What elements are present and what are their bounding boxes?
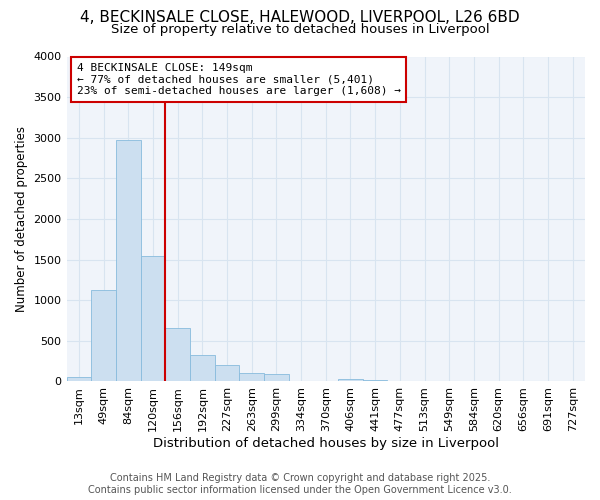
Bar: [67, 377, 91, 382]
Text: 4, BECKINSALE CLOSE, HALEWOOD, LIVERPOOL, L26 6BD: 4, BECKINSALE CLOSE, HALEWOOD, LIVERPOOL…: [80, 10, 520, 25]
Bar: [363, 380, 388, 382]
Bar: [165, 328, 190, 382]
Y-axis label: Number of detached properties: Number of detached properties: [15, 126, 28, 312]
Bar: [264, 374, 289, 382]
Text: 4 BECKINSALE CLOSE: 149sqm
← 77% of detached houses are smaller (5,401)
23% of s: 4 BECKINSALE CLOSE: 149sqm ← 77% of deta…: [77, 63, 401, 96]
Bar: [289, 380, 313, 382]
Text: Contains HM Land Registry data © Crown copyright and database right 2025.
Contai: Contains HM Land Registry data © Crown c…: [88, 474, 512, 495]
Bar: [338, 379, 363, 382]
Bar: [116, 140, 140, 382]
Text: Size of property relative to detached houses in Liverpool: Size of property relative to detached ho…: [110, 22, 490, 36]
Bar: [91, 290, 116, 382]
Bar: [190, 354, 215, 382]
X-axis label: Distribution of detached houses by size in Liverpool: Distribution of detached houses by size …: [153, 437, 499, 450]
Bar: [140, 256, 165, 382]
Bar: [215, 365, 239, 382]
Bar: [239, 374, 264, 382]
